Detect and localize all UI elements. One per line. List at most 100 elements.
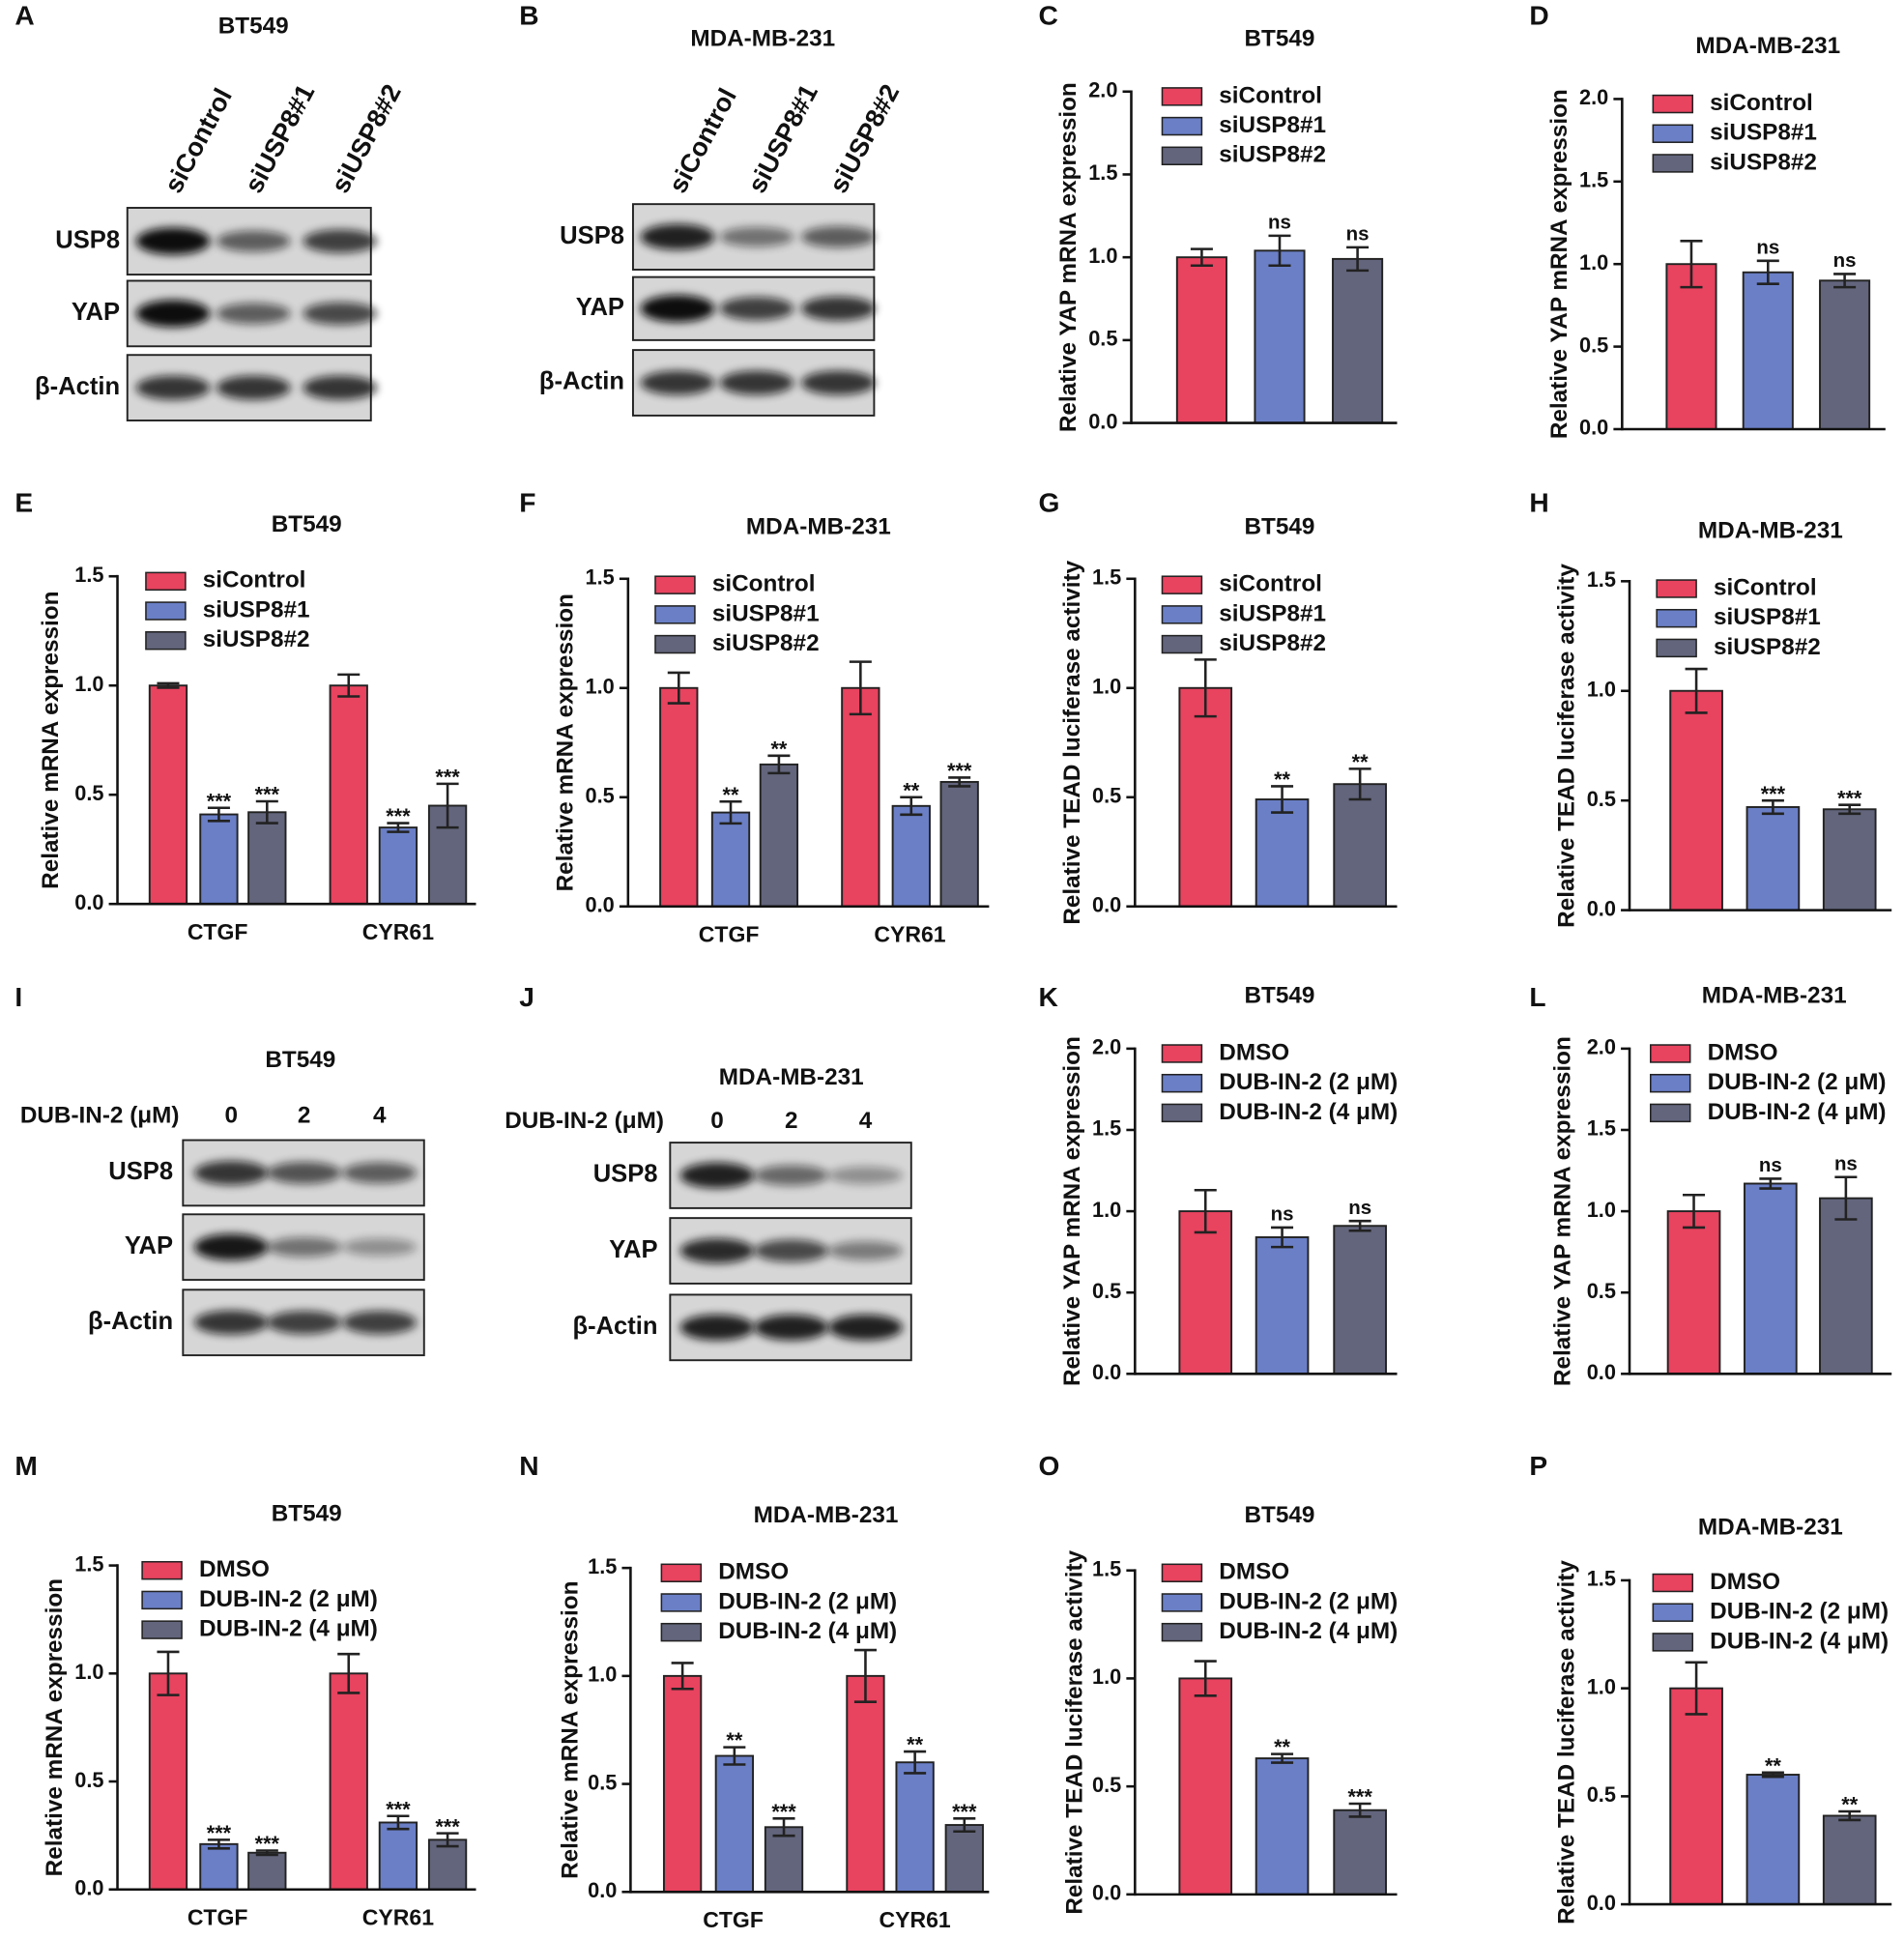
significance-label: ** xyxy=(1352,750,1369,774)
blot-band xyxy=(679,1162,755,1189)
error-bar xyxy=(157,681,180,689)
legend-label: siUSP8#1 xyxy=(1710,120,1817,146)
row-label: β-Actin xyxy=(572,1313,657,1340)
bar xyxy=(378,1821,418,1891)
panel-letter: N xyxy=(519,1451,538,1481)
panel-letter: M xyxy=(14,1451,37,1481)
western-blot: J MDA-MB-231 DUB-IN-2 (μM) 0 2 4 USP8 YAP β-Acti… xyxy=(505,982,912,1362)
blot-band xyxy=(640,223,715,250)
bar xyxy=(759,763,799,908)
y-tick-label: 0.0 xyxy=(586,893,615,917)
legend-label: DMSO xyxy=(1710,1569,1780,1595)
legend-label: DUB-IN-2 (4 μM) xyxy=(1219,1618,1398,1644)
legend-swatch xyxy=(1652,1633,1694,1652)
legend-label: DUB-IN-2 (2 μM) xyxy=(1708,1069,1887,1095)
legend-label: DUB-IN-2 (4 μM) xyxy=(1219,1099,1398,1125)
error-bar xyxy=(1194,658,1217,718)
y-axis-label: Relative mRNA expression xyxy=(557,1581,583,1879)
blot-band xyxy=(719,226,794,247)
significance-label: *** xyxy=(1837,786,1862,810)
error-bar xyxy=(1348,767,1371,801)
blot-band xyxy=(216,375,291,400)
bar xyxy=(1254,249,1306,424)
legend-swatch xyxy=(1161,1622,1203,1642)
legend-label: DMSO xyxy=(718,1559,789,1585)
blot-band xyxy=(828,1315,903,1341)
y-axis-label: Relative mRNA expression xyxy=(42,1578,68,1876)
blot-band xyxy=(193,1310,269,1335)
x-tick-label: CYR61 xyxy=(362,919,434,944)
blot-band xyxy=(342,1238,418,1257)
error-bar xyxy=(255,799,278,825)
y-axis-label: Relative YAP mRNA expression xyxy=(1550,1036,1576,1386)
legend-label: siUSP8#1 xyxy=(1219,600,1326,626)
bar xyxy=(1666,1210,1721,1375)
y-tick-label: 1.0 xyxy=(1088,244,1117,268)
bar xyxy=(710,811,751,908)
legend-swatch xyxy=(1656,638,1697,658)
error-bar xyxy=(1271,1752,1294,1764)
legend-swatch xyxy=(1652,154,1694,173)
significance-label: *** xyxy=(255,1832,280,1856)
bar xyxy=(148,1672,188,1891)
significance-label: ns xyxy=(1268,211,1291,233)
y-axis-label: Relative YAP mRNA expression xyxy=(1059,1036,1085,1386)
blot-band xyxy=(267,1162,342,1184)
blot-band xyxy=(800,296,876,321)
blot-title: BT549 xyxy=(218,14,289,40)
error-bar xyxy=(1348,1802,1371,1818)
error-bar xyxy=(1271,785,1294,814)
bar-chart: K BT549 Relative YAP mRNA expression 0.0 0.5… xyxy=(1039,982,1399,1386)
treatment-label: DUB-IN-2 (μM) xyxy=(505,1108,664,1134)
y-tick-label: 0.0 xyxy=(1088,409,1117,433)
bar xyxy=(891,804,931,908)
panel-letter: O xyxy=(1039,1451,1060,1481)
legend-label: DUB-IN-2 (2 μM) xyxy=(718,1588,897,1614)
error-bar xyxy=(436,782,459,829)
bar xyxy=(329,1672,368,1891)
row-label: USP8 xyxy=(593,1161,658,1188)
lane-label: siControl xyxy=(663,83,742,197)
legend-label: siControl xyxy=(712,571,816,597)
significance-label: ** xyxy=(1274,1735,1290,1759)
legend-label: DUB-IN-2 (2 μM) xyxy=(1710,1599,1889,1625)
legend-swatch xyxy=(141,1560,183,1580)
blot-band xyxy=(267,1236,342,1258)
y-tick-label: 0.5 xyxy=(586,784,615,808)
row-label: β-Actin xyxy=(35,373,120,400)
treatment-label: DUB-IN-2 (μM) xyxy=(20,1103,180,1129)
lane-label: siUSP8#2 xyxy=(823,79,905,197)
error-bar xyxy=(1190,247,1213,268)
significance-label: ** xyxy=(726,1728,742,1752)
bar xyxy=(1745,806,1801,912)
bar xyxy=(1333,783,1387,908)
legend-swatch xyxy=(1161,1563,1203,1582)
bar xyxy=(1819,1197,1873,1375)
y-tick-label: 1.0 xyxy=(1587,1198,1616,1222)
legend-swatch xyxy=(145,571,187,592)
y-tick-label: 1.5 xyxy=(1587,1567,1616,1591)
bar xyxy=(662,1674,703,1894)
legend-swatch xyxy=(1649,1103,1691,1123)
panel-letter: D xyxy=(1529,0,1548,30)
legend-swatch xyxy=(660,1593,703,1612)
error-bar xyxy=(1759,1177,1782,1190)
y-tick-label: 1.5 xyxy=(1088,160,1117,185)
legend-swatch xyxy=(1161,634,1203,654)
bar xyxy=(1332,257,1384,424)
x-tick-label: CTGF xyxy=(703,1907,764,1932)
y-tick-label: 0.5 xyxy=(1579,333,1608,357)
legend-label: DUB-IN-2 (2 μM) xyxy=(1219,1069,1398,1095)
bar-chart: G BT549 Relative TEAD luciferase activity 0… xyxy=(1039,487,1398,925)
legend-swatch xyxy=(1649,1073,1691,1093)
y-tick-label: 1.5 xyxy=(1092,1116,1121,1141)
panel-letter: P xyxy=(1529,1451,1547,1481)
error-bar xyxy=(1838,803,1861,816)
legend-swatch xyxy=(654,634,696,654)
legend-swatch xyxy=(1652,1573,1694,1593)
row-label: YAP xyxy=(576,294,624,321)
bar xyxy=(944,1824,984,1894)
significance-label: *** xyxy=(1761,782,1786,806)
legend-label: siUSP8#1 xyxy=(1714,604,1821,630)
